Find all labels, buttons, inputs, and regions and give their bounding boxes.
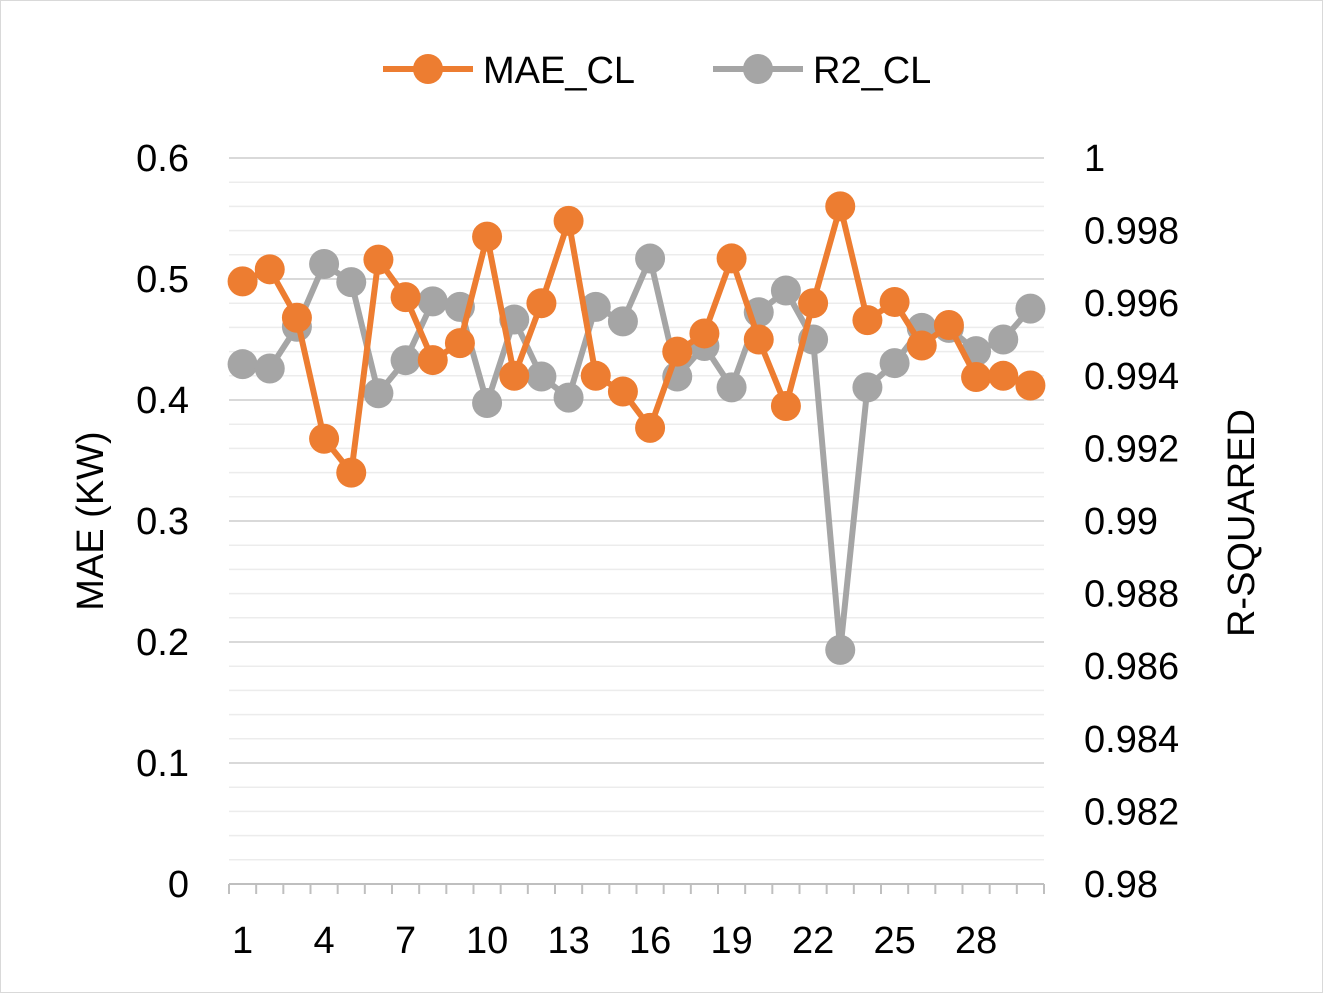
data-point-mae-cl xyxy=(390,282,421,313)
data-point-r2-cl xyxy=(363,378,394,409)
x-tick-label: 25 xyxy=(873,920,915,962)
y-tick-label: 0.4 xyxy=(136,380,189,422)
data-point-r2-cl xyxy=(417,286,448,317)
x-tick-label: 22 xyxy=(792,920,834,962)
y2-tick-label: 0.988 xyxy=(1084,574,1179,616)
y2-tick-label: 0.982 xyxy=(1084,791,1179,833)
y2-tick-label: 0.984 xyxy=(1084,719,1179,761)
data-point-mae-cl xyxy=(770,391,801,422)
x-tick-label: 13 xyxy=(547,920,589,962)
y-tick-label: 0.6 xyxy=(136,138,189,180)
x-tick-label: 28 xyxy=(955,920,997,962)
data-point-mae-cl xyxy=(879,286,910,317)
data-point-r2-cl xyxy=(580,291,611,322)
data-point-mae-cl xyxy=(689,318,720,349)
data-point-mae-cl xyxy=(309,423,340,454)
data-point-mae-cl xyxy=(906,330,937,361)
data-point-r2-cl xyxy=(1015,293,1046,324)
data-point-mae-cl xyxy=(961,362,992,393)
y-axis-title: MAE (KW) xyxy=(70,431,112,610)
legend: MAE_CL R2_CL xyxy=(383,50,931,92)
legend-marker-r2-cl xyxy=(743,54,773,84)
x-tick-label: 4 xyxy=(314,920,335,962)
data-point-r2-cl xyxy=(472,388,503,419)
data-point-r2-cl xyxy=(770,275,801,306)
data-point-r2-cl xyxy=(309,248,340,279)
data-point-mae-cl xyxy=(444,328,475,359)
data-point-mae-cl xyxy=(363,244,394,275)
legend-marker-mae-cl xyxy=(413,54,443,84)
data-point-mae-cl xyxy=(1015,370,1046,401)
data-point-mae-cl xyxy=(743,324,774,355)
data-point-mae-cl xyxy=(281,302,312,333)
y2-tick-label: 0.992 xyxy=(1084,428,1179,470)
data-point-mae-cl xyxy=(227,266,258,297)
data-point-r2-cl xyxy=(336,267,367,298)
data-point-mae-cl xyxy=(988,360,1019,391)
data-point-r2-cl xyxy=(390,345,421,376)
y2-tick-label: 0.986 xyxy=(1084,646,1179,688)
data-point-mae-cl xyxy=(825,191,856,222)
data-point-r2-cl xyxy=(879,348,910,379)
data-point-r2-cl xyxy=(635,243,666,274)
data-point-mae-cl xyxy=(662,336,693,367)
x-tick-label: 1 xyxy=(232,920,253,962)
data-point-mae-cl xyxy=(499,360,530,391)
data-point-mae-cl xyxy=(472,221,503,252)
y-tick-label: 0.1 xyxy=(136,743,189,785)
y-tick-label: 0.3 xyxy=(136,501,189,543)
series xyxy=(227,191,1046,665)
data-point-r2-cl xyxy=(716,372,747,403)
data-point-r2-cl xyxy=(988,324,1019,355)
y-tick-label: 0.5 xyxy=(136,259,189,301)
data-point-r2-cl xyxy=(607,306,638,337)
data-point-mae-cl xyxy=(716,243,747,274)
x-tick-label: 16 xyxy=(629,920,671,962)
data-point-mae-cl xyxy=(933,309,964,340)
y2-tick-label: 0.996 xyxy=(1084,283,1179,325)
y2-tick-label: 0.98 xyxy=(1084,864,1158,906)
data-point-r2-cl xyxy=(254,353,285,384)
gridlines xyxy=(229,157,1044,861)
x-tick-label: 19 xyxy=(710,920,752,962)
y2-tick-label: 0.994 xyxy=(1084,356,1179,398)
data-point-r2-cl xyxy=(526,361,557,392)
data-point-mae-cl xyxy=(607,376,638,407)
y2-tick-label: 1 xyxy=(1084,138,1105,180)
data-point-r2-cl xyxy=(825,634,856,665)
x-tick-label: 10 xyxy=(466,920,508,962)
legend-label-r2-cl: R2_CL xyxy=(813,50,931,92)
data-point-mae-cl xyxy=(798,288,829,319)
data-point-r2-cl xyxy=(553,382,584,413)
y2-tick-label: 0.998 xyxy=(1084,211,1179,253)
data-point-r2-cl xyxy=(227,349,258,380)
data-point-r2-cl xyxy=(852,372,883,403)
data-point-mae-cl xyxy=(254,254,285,285)
data-point-mae-cl xyxy=(526,288,557,319)
data-point-mae-cl xyxy=(635,412,666,443)
y-tick-label: 0.2 xyxy=(136,622,189,664)
x-tick-label: 7 xyxy=(395,920,416,962)
data-point-mae-cl xyxy=(417,345,448,376)
data-point-mae-cl xyxy=(553,205,584,236)
y2-tick-label: 0.99 xyxy=(1084,501,1158,543)
y2-axis-title: R-SQUARED xyxy=(1221,409,1263,637)
data-point-mae-cl xyxy=(580,360,611,391)
axes: 0 0.1 0.2 0.3 0.4 0.5 0.6 0.98 0.982 0.984 0.986 0.… xyxy=(136,138,1179,962)
y-tick-label: 0 xyxy=(168,864,189,906)
data-point-mae-cl xyxy=(852,305,883,336)
data-point-mae-cl xyxy=(336,457,367,488)
legend-label-mae-cl: MAE_CL xyxy=(483,50,635,92)
